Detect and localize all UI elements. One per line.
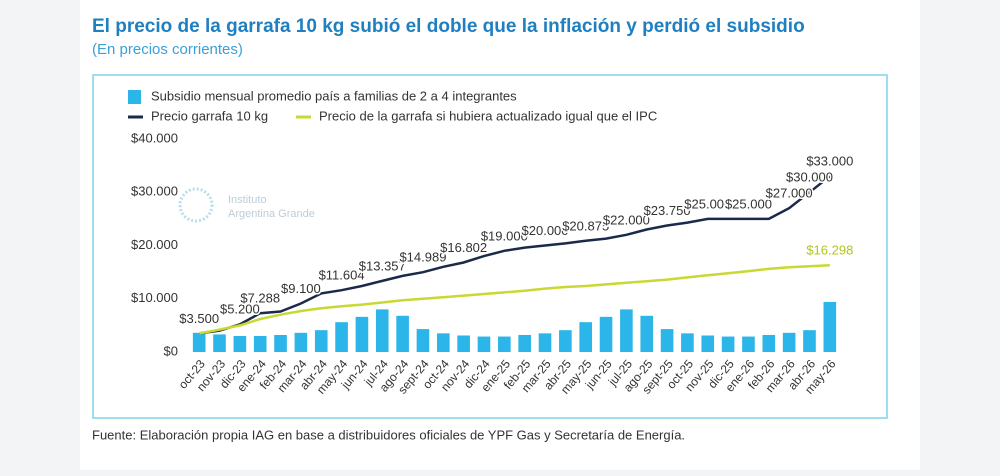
y-tick-label: $40.000: [131, 130, 178, 145]
data-label: $3.500: [179, 311, 219, 326]
chart-frame: [92, 74, 888, 419]
bar: [701, 335, 715, 352]
bar: [314, 330, 328, 352]
legend-label: Subsidio mensual promedio país a familia…: [151, 88, 517, 103]
bar: [660, 329, 674, 352]
chart-title: El precio de la garrafa 10 kg subió el d…: [92, 16, 805, 37]
bar: [681, 333, 694, 352]
bar: [742, 336, 755, 352]
data-label: $5.200: [220, 302, 260, 317]
source: Fuente: Elaboración propia IAG en base a…: [92, 427, 685, 442]
bar: [274, 334, 287, 352]
data-label: $19.000: [481, 228, 528, 243]
bar: [233, 336, 247, 352]
data-label: $20.875: [562, 218, 609, 233]
bar: [762, 334, 776, 352]
watermark-text: Argentina Grande: [228, 208, 315, 220]
line: [199, 175, 831, 335]
bar: [192, 332, 206, 352]
data-label: $23.750: [644, 203, 691, 218]
bar: [498, 336, 511, 352]
bar: [782, 332, 796, 352]
watermark-text: Instituto: [228, 194, 267, 206]
bar: [620, 309, 633, 352]
data-label: $9.100: [281, 281, 321, 296]
bar: [416, 329, 430, 352]
bar: [457, 335, 470, 352]
bar: [599, 316, 613, 352]
bar: [640, 315, 654, 352]
bar: [436, 333, 450, 352]
data-label: $25.000: [725, 196, 772, 211]
bar: [213, 334, 226, 352]
bar: [294, 332, 308, 352]
bar: [559, 330, 572, 352]
data-label: $13.357: [359, 258, 406, 273]
watermark-logo: [178, 187, 214, 223]
bar: [823, 301, 837, 352]
y-tick-label: $30.000: [131, 184, 178, 199]
chart-subtitle: (En precios corrientes): [92, 41, 243, 58]
bar: [335, 322, 348, 352]
bar: [253, 336, 267, 352]
data-label: $33.000: [806, 154, 853, 169]
legend-swatch: [128, 90, 141, 104]
bar: [375, 309, 389, 352]
data-label: $22.000: [603, 212, 650, 227]
y-tick-label: $10.000: [131, 290, 178, 305]
legend-label: Precio garrafa 10 kg: [151, 108, 268, 123]
data-label: $14.989: [399, 250, 446, 265]
bar: [477, 336, 491, 352]
watermark: Instituto Argentina Grande: [178, 187, 315, 223]
bar: [721, 336, 735, 352]
line: [198, 263, 830, 335]
legend-label: Precio de la garrafa si hubiera actualiz…: [319, 108, 657, 123]
data-label: $7.288: [240, 291, 280, 306]
data-label: $11.604: [319, 268, 365, 283]
data-label: $25.000: [684, 196, 731, 211]
bar: [579, 322, 593, 352]
bar: [396, 315, 409, 352]
data-label: $20.000: [522, 223, 569, 238]
y-tick-label: $0: [164, 343, 178, 358]
data-label: $16.802: [440, 240, 487, 255]
bar: [518, 334, 531, 352]
data-label: $27.000: [766, 186, 813, 201]
data-label: $30.000: [786, 170, 833, 185]
y-tick-label: $20.000: [131, 237, 178, 252]
bar: [803, 330, 816, 352]
panel: [80, 0, 920, 470]
bar: [538, 333, 552, 352]
data-label: $16.298: [806, 243, 853, 258]
bar: [355, 316, 369, 352]
